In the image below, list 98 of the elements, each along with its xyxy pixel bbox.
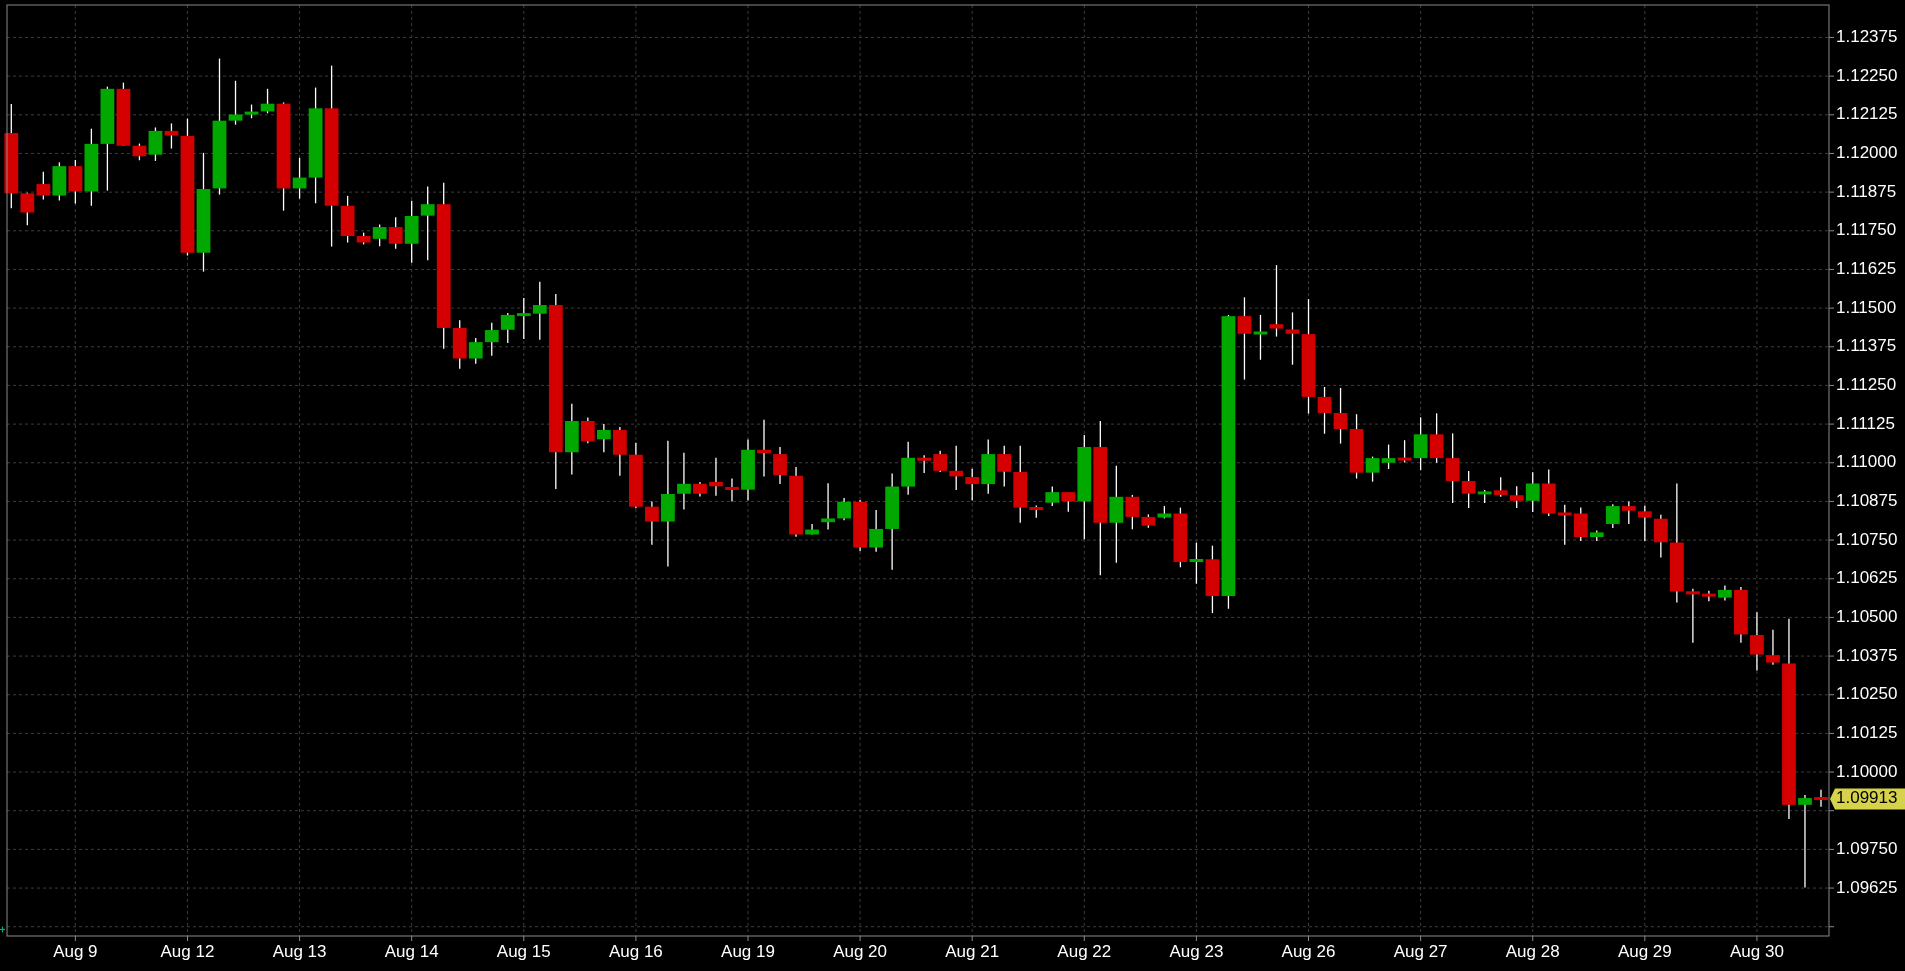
candlestick bbox=[1333, 387, 1348, 445]
candlestick bbox=[1253, 314, 1268, 361]
candlestick bbox=[1285, 311, 1300, 366]
x-tick-label: Aug 27 bbox=[1393, 942, 1448, 962]
candlestick bbox=[869, 509, 883, 553]
candlestick bbox=[388, 216, 403, 250]
x-tick-label: Aug 30 bbox=[1729, 942, 1784, 962]
candlestick bbox=[1269, 264, 1284, 338]
y-tick-label: 1.11375 bbox=[1836, 336, 1897, 356]
y-tick-label: 1.11000 bbox=[1836, 452, 1897, 472]
candlestick bbox=[677, 452, 691, 511]
x-tick-label: Aug 15 bbox=[496, 942, 551, 962]
candlestick bbox=[1061, 491, 1076, 513]
y-tick-label: 1.11500 bbox=[1836, 297, 1897, 317]
candlestick bbox=[1557, 504, 1572, 546]
candlestick bbox=[1445, 432, 1460, 504]
candlestick bbox=[1493, 476, 1508, 498]
candlestick bbox=[164, 122, 179, 150]
candlestick bbox=[1605, 503, 1620, 529]
candlestick bbox=[516, 297, 531, 340]
candlestick bbox=[1702, 590, 1716, 602]
candlestick bbox=[596, 423, 611, 453]
candlestick bbox=[468, 337, 483, 365]
candlestick bbox=[420, 185, 435, 261]
candlestick bbox=[997, 445, 1012, 488]
y-tick-label: 1.10250 bbox=[1836, 684, 1898, 704]
candlestick bbox=[1381, 443, 1396, 470]
candlestick bbox=[1461, 470, 1476, 509]
x-tick-label: Aug 21 bbox=[945, 942, 1000, 962]
y-tick-label: 1.10750 bbox=[1836, 529, 1898, 549]
y-tick-label: 1.12250 bbox=[1836, 65, 1898, 85]
candlestick bbox=[1637, 505, 1652, 542]
candlestick bbox=[1317, 386, 1332, 435]
x-tick-label: Aug 29 bbox=[1617, 942, 1672, 962]
candlestick bbox=[965, 467, 980, 502]
y-tick-label: 1.11125 bbox=[1836, 413, 1895, 433]
y-tick-label: 1.10500 bbox=[1836, 606, 1898, 626]
candlestick bbox=[1750, 611, 1764, 672]
candlestick bbox=[20, 192, 35, 226]
y-tick-label: 1.09750 bbox=[1836, 838, 1898, 858]
candlestick bbox=[580, 416, 595, 444]
candlestick bbox=[773, 446, 787, 485]
candlestick bbox=[532, 281, 547, 341]
candlestick bbox=[1573, 506, 1588, 542]
candlestick bbox=[1413, 416, 1428, 471]
candlestick bbox=[1766, 629, 1780, 666]
candlestick bbox=[36, 171, 51, 201]
y-tick-label: 1.10625 bbox=[1836, 568, 1898, 588]
candlestick bbox=[1397, 439, 1412, 464]
y-tick-label: 1.11625 bbox=[1836, 258, 1897, 278]
x-tick-label: Aug 28 bbox=[1505, 942, 1560, 962]
y-tick-label: 1.11750 bbox=[1836, 220, 1897, 240]
candlestick bbox=[1814, 789, 1828, 808]
candlestick bbox=[933, 450, 948, 473]
candlestick bbox=[1525, 471, 1540, 513]
candlestick bbox=[1189, 541, 1204, 585]
x-tick-label: Aug 19 bbox=[721, 942, 775, 962]
candlestick bbox=[148, 126, 163, 162]
candlestick bbox=[949, 445, 964, 491]
candlestick bbox=[1798, 794, 1812, 889]
candlestick bbox=[1125, 494, 1140, 530]
candlestick bbox=[1509, 485, 1524, 509]
candlestick bbox=[645, 500, 659, 546]
x-tick-label: Aug 20 bbox=[833, 942, 888, 962]
candlestick bbox=[1653, 514, 1668, 559]
candlestick bbox=[1685, 588, 1700, 644]
x-tick-label: Aug 23 bbox=[1169, 942, 1224, 962]
y-tick-label: 1.12125 bbox=[1836, 104, 1898, 124]
x-tick-label: Aug 9 bbox=[53, 942, 98, 962]
candlestick bbox=[1621, 500, 1636, 525]
candlestick bbox=[228, 80, 243, 126]
candlestick bbox=[725, 477, 739, 503]
candlestick bbox=[500, 312, 515, 344]
y-tick-label: 1.11875 bbox=[1836, 181, 1897, 201]
y-tick-label: 1.09625 bbox=[1836, 877, 1898, 897]
candlestick bbox=[1045, 485, 1060, 507]
candlestick bbox=[821, 482, 835, 531]
y-tick-label: 1.11250 bbox=[1836, 374, 1897, 394]
y-tick-label: 1.10875 bbox=[1836, 490, 1898, 510]
x-tick-label: Aug 22 bbox=[1057, 942, 1112, 962]
x-tick-label: Aug 13 bbox=[272, 942, 327, 962]
candlestick bbox=[709, 457, 723, 497]
candlestick bbox=[372, 223, 387, 247]
candlestick bbox=[837, 497, 851, 521]
y-tick-label: 1.12375 bbox=[1836, 26, 1898, 46]
x-tick-label: Aug 26 bbox=[1281, 942, 1336, 962]
x-tick-label: Aug 16 bbox=[608, 942, 663, 962]
x-tick-label: Aug 12 bbox=[160, 942, 215, 962]
text: 1.09913 bbox=[1836, 788, 1898, 808]
x-tick-label: Aug 14 bbox=[384, 942, 439, 962]
candlestick bbox=[1237, 296, 1252, 381]
candlestick bbox=[1365, 455, 1380, 483]
y-tick-label: 1.12000 bbox=[1836, 142, 1898, 162]
candlestick bbox=[484, 322, 499, 357]
candlestick bbox=[1429, 412, 1444, 464]
y-tick-label: 1.10000 bbox=[1836, 761, 1898, 781]
y-tick-label: 1.10125 bbox=[1836, 722, 1898, 742]
y-tick-label: 1.10375 bbox=[1836, 645, 1898, 665]
